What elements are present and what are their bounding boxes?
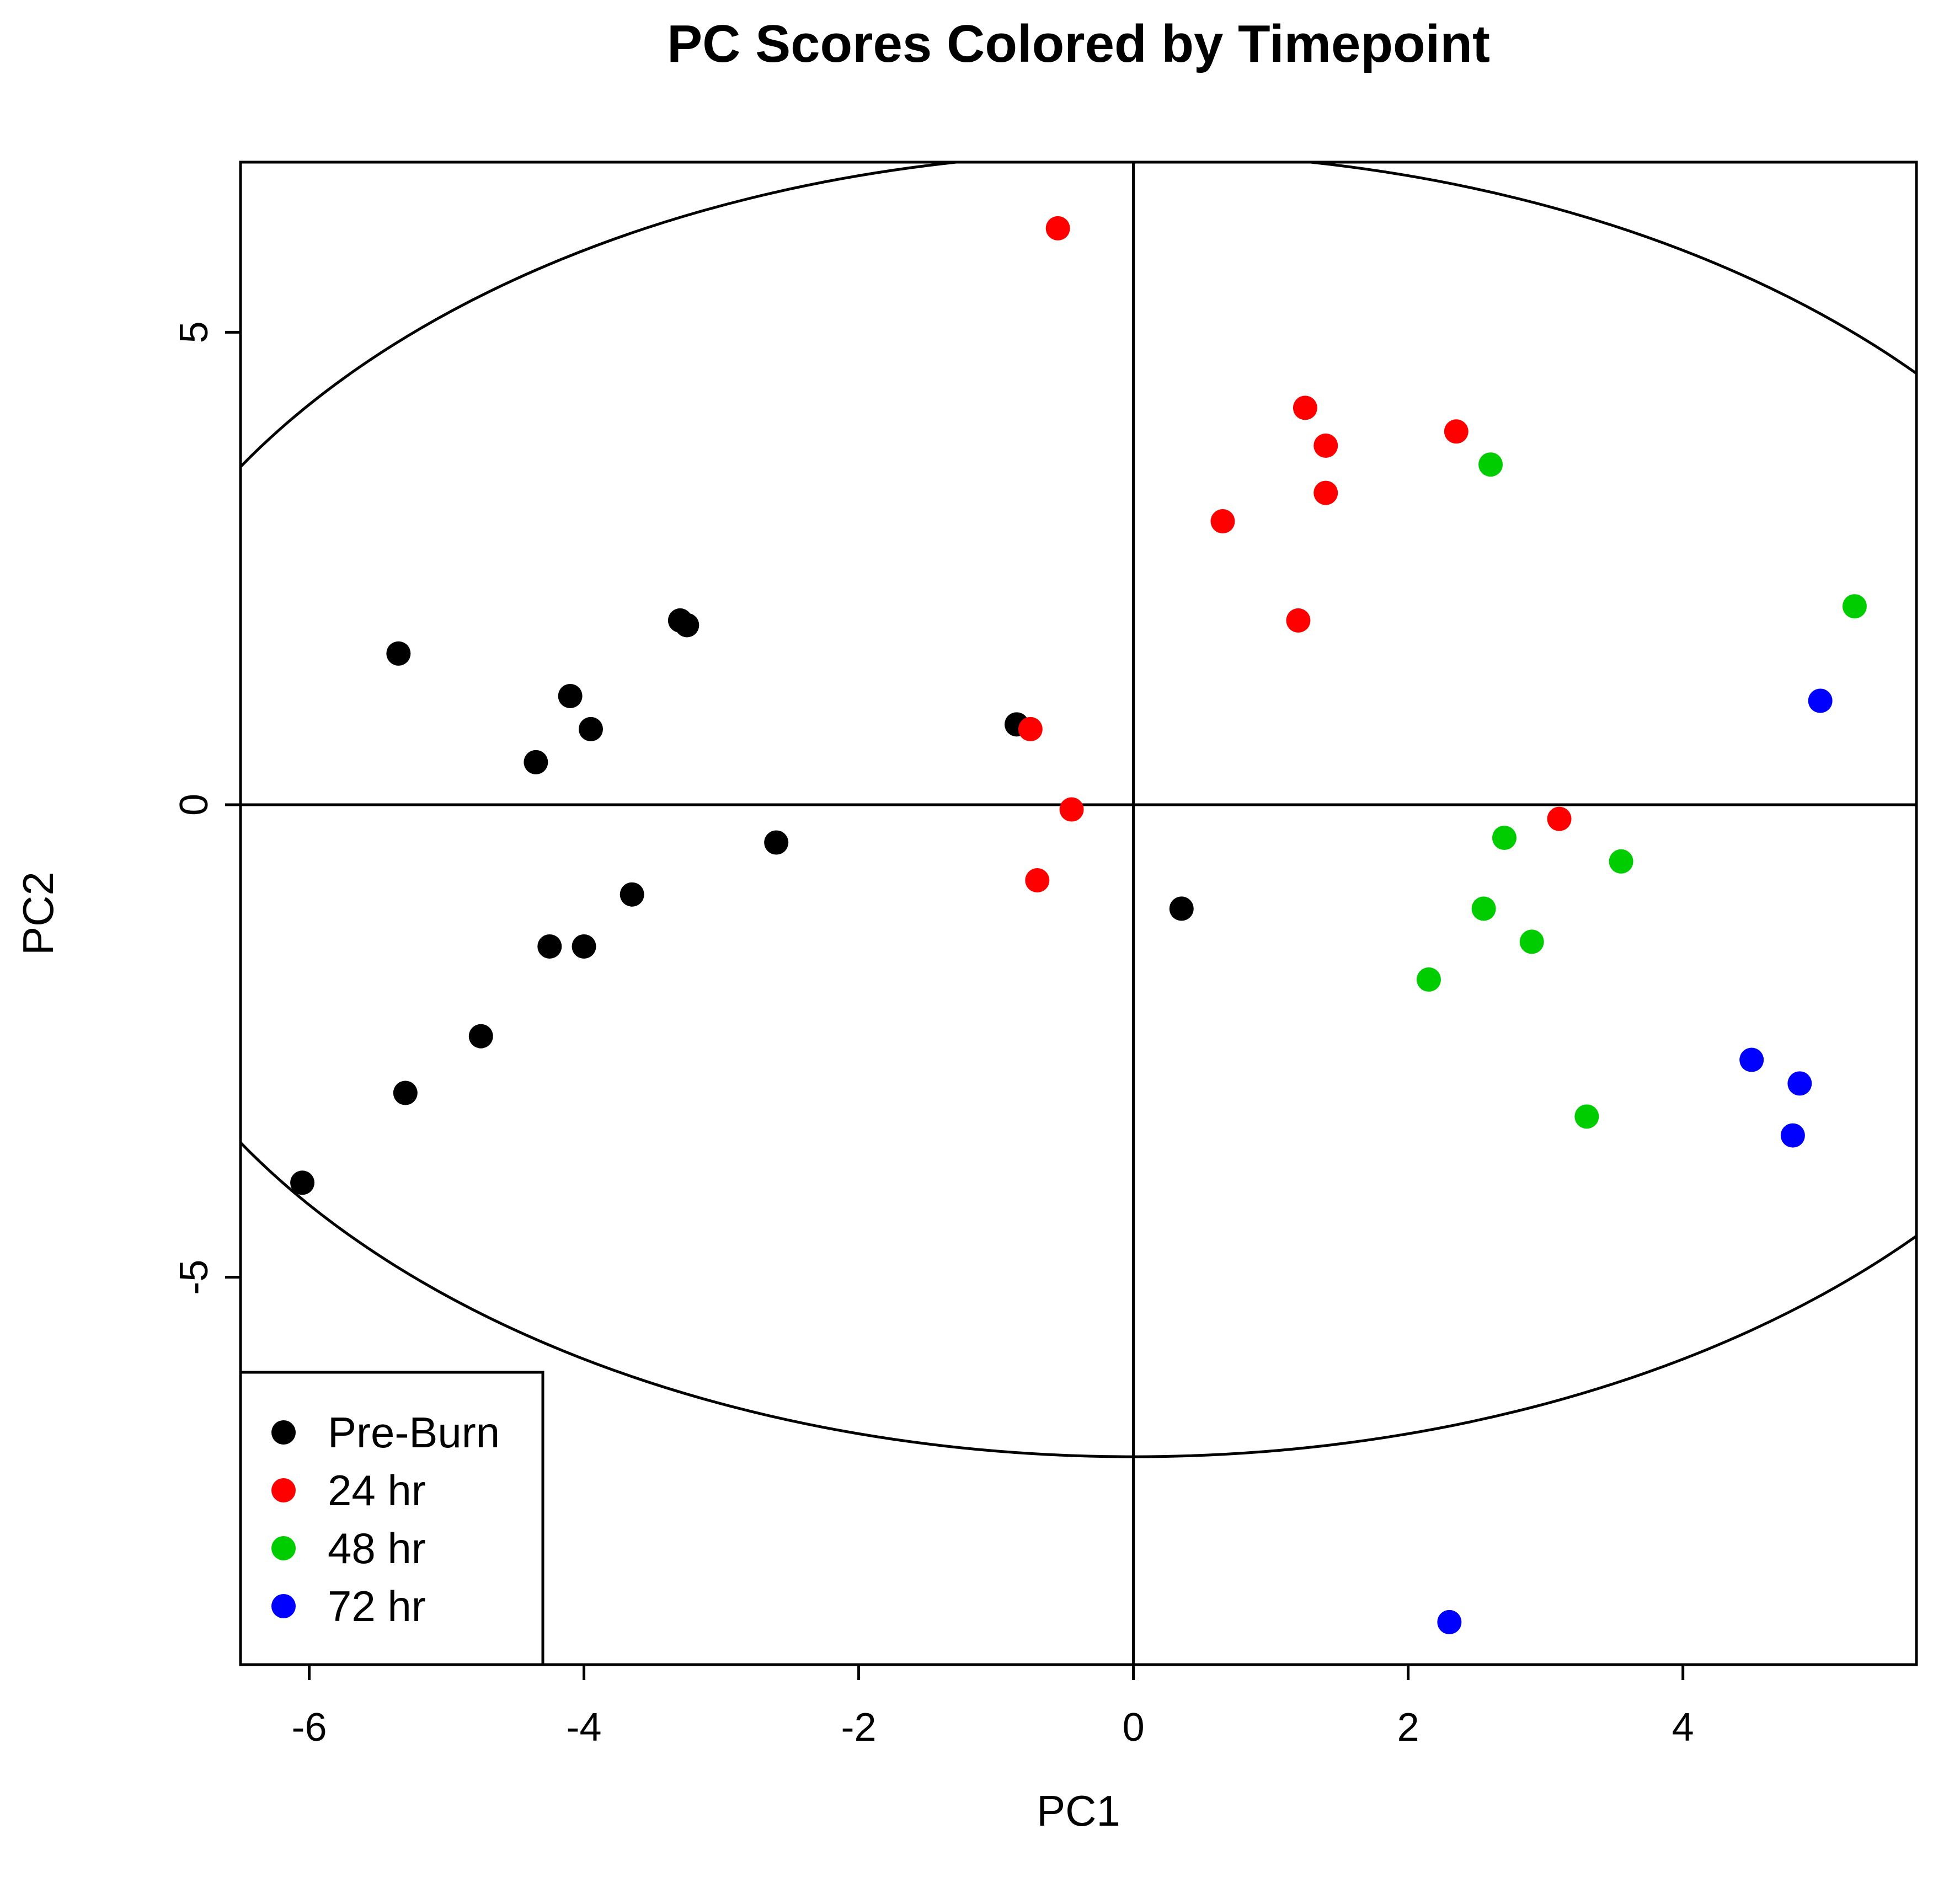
legend-marker-72hr bbox=[271, 1594, 296, 1618]
point-pre-burn-12 bbox=[468, 1024, 493, 1049]
y-axis: -5 0 5 bbox=[172, 321, 241, 1295]
point-48-hr-5 bbox=[1471, 896, 1496, 921]
legend-marker-pre-burn bbox=[271, 1420, 296, 1445]
point-72-hr-4 bbox=[1780, 1123, 1805, 1148]
legend-marker-48hr bbox=[271, 1536, 296, 1560]
point-pre-burn-1 bbox=[386, 641, 411, 666]
point-24-hr-4 bbox=[1444, 419, 1469, 444]
x-tick-label-1: -6 bbox=[291, 1705, 327, 1750]
point-72-hr-5 bbox=[1437, 1609, 1462, 1634]
point-pre-burn-14 bbox=[290, 1170, 315, 1195]
point-24-hr-11 bbox=[1547, 806, 1572, 831]
x-tick-label-5: 2 bbox=[1397, 1705, 1419, 1750]
x-tick-label-2: -4 bbox=[567, 1705, 602, 1750]
point-24-hr-2 bbox=[1293, 395, 1317, 420]
legend-box bbox=[239, 1371, 544, 1666]
point-pre-burn-11 bbox=[572, 934, 596, 959]
point-24-hr-8 bbox=[1018, 716, 1043, 741]
x-axis-title: PC1 bbox=[1037, 1787, 1120, 1835]
data-points bbox=[290, 216, 1867, 1634]
point-24-hr-7 bbox=[1286, 608, 1311, 633]
legend: Pre-Burn 24 hr 48 hr 72 hr bbox=[239, 1371, 544, 1666]
x-tick-label-3: -2 bbox=[841, 1705, 877, 1750]
point-72-hr-2 bbox=[1739, 1047, 1764, 1072]
point-24-hr-9 bbox=[1059, 797, 1084, 822]
plot-frame bbox=[239, 161, 1918, 1666]
point-pre-burn-9 bbox=[620, 882, 644, 907]
point-24-hr-6 bbox=[1210, 509, 1235, 534]
point-72-hr-3 bbox=[1787, 1071, 1812, 1096]
point-pre-burn-15 bbox=[1169, 896, 1194, 921]
y-tick-label-2: 0 bbox=[172, 794, 216, 816]
point-48-hr-1 bbox=[1478, 452, 1503, 477]
point-48-hr-2 bbox=[1842, 594, 1867, 619]
point-48-hr-7 bbox=[1416, 967, 1441, 992]
x-tick-label-6: 4 bbox=[1672, 1705, 1694, 1750]
point-pre-burn-6 bbox=[675, 613, 699, 638]
point-24-hr-1 bbox=[1045, 216, 1070, 240]
point-pre-burn-4 bbox=[524, 750, 548, 774]
legend-label-24hr: 24 hr bbox=[328, 1466, 426, 1515]
legend-label-72hr: 72 hr bbox=[328, 1582, 426, 1630]
y-tick-label-1: -5 bbox=[172, 1260, 216, 1295]
x-axis: -6 -4 -2 0 2 4 bbox=[291, 1665, 1694, 1750]
legend-label-pre-burn: Pre-Burn bbox=[328, 1408, 500, 1457]
point-48-hr-6 bbox=[1519, 929, 1544, 954]
legend-label-48hr: 48 hr bbox=[328, 1524, 426, 1573]
point-24-hr-10 bbox=[1025, 868, 1050, 893]
point-pre-burn-3 bbox=[578, 716, 603, 741]
point-pre-burn-13 bbox=[393, 1081, 418, 1105]
point-pre-burn-8 bbox=[764, 830, 789, 855]
point-48-hr-4 bbox=[1609, 849, 1633, 874]
point-24-hr-5 bbox=[1313, 480, 1338, 505]
y-tick-label-3: 5 bbox=[172, 321, 216, 343]
chart-title: PC Scores Colored by Timepoint bbox=[667, 14, 1490, 73]
point-72-hr-1 bbox=[1808, 688, 1833, 713]
point-48-hr-8 bbox=[1574, 1104, 1599, 1129]
x-tick-label-4: 0 bbox=[1123, 1705, 1145, 1750]
point-48-hr-3 bbox=[1492, 825, 1517, 850]
point-pre-burn-10 bbox=[537, 934, 562, 959]
point-24-hr-3 bbox=[1313, 433, 1338, 458]
legend-marker-24hr bbox=[271, 1478, 296, 1502]
y-axis-title: PC2 bbox=[14, 871, 62, 955]
point-pre-burn-2 bbox=[558, 683, 583, 708]
